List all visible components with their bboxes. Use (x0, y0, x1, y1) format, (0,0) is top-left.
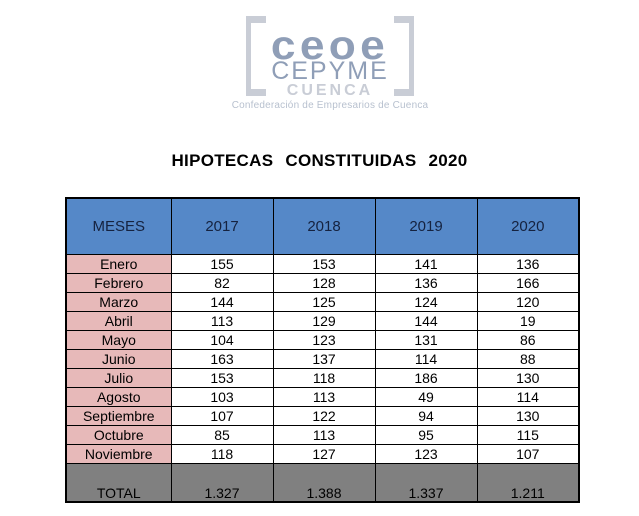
column-header-meses: MESES (65, 197, 172, 255)
value-cell: 122 (272, 406, 376, 426)
value-cell: 113 (170, 311, 274, 331)
month-cell: Septiembre (65, 406, 172, 426)
total-2020: 1.211 (476, 463, 580, 503)
total-label: TOTAL (65, 463, 172, 503)
value-cell: 49 (374, 387, 478, 407)
total-2017: 1.327 (170, 463, 274, 503)
total-2019: 1.337 (374, 463, 478, 503)
value-cell: 120 (476, 292, 580, 312)
table-row: Julio 153 118 186 130 (65, 368, 580, 388)
value-cell: 129 (272, 311, 376, 331)
logo-right-bracket-icon (394, 16, 414, 96)
table-row: Marzo 144 125 124 120 (65, 292, 580, 312)
logo-ceoe-text: ceoe (270, 22, 390, 68)
value-cell: 131 (374, 330, 478, 350)
header-row: MESES 2017 2018 2019 2020 (65, 197, 580, 255)
page-title: HIPOTECAS CONSTITUIDAS 2020 (171, 151, 468, 170)
value-cell: 153 (170, 368, 274, 388)
table-row: Noviembre 118 127 123 107 (65, 444, 580, 464)
value-cell: 136 (476, 254, 580, 274)
table-header: MESES 2017 2018 2019 2020 (65, 197, 580, 255)
column-header-2019: 2019 (374, 197, 478, 255)
value-cell: 141 (374, 254, 478, 274)
logo-tagline-text: Confederación de Empresarios de Cuenca (231, 100, 429, 111)
value-cell: 103 (170, 387, 274, 407)
value-cell: 130 (476, 368, 580, 388)
table-row: Octubre 85 113 95 115 (65, 425, 580, 445)
value-cell: 128 (272, 273, 376, 293)
value-cell: 137 (272, 349, 376, 369)
value-cell: 166 (476, 273, 580, 293)
value-cell: 95 (374, 425, 478, 445)
value-cell: 107 (170, 406, 274, 426)
column-header-2020: 2020 (476, 197, 580, 255)
month-cell: Noviembre (65, 444, 172, 464)
total-row: TOTAL 1.327 1.388 1.337 1.211 (65, 463, 580, 503)
value-cell: 186 (374, 368, 478, 388)
table-row: Enero 155 153 141 136 (65, 254, 580, 274)
value-cell: 118 (272, 368, 376, 388)
value-cell: 86 (476, 330, 580, 350)
hipotecas-table: MESES 2017 2018 2019 2020 Enero 155 153 141… (65, 197, 580, 503)
value-cell: 114 (476, 387, 580, 407)
value-cell: 127 (272, 444, 376, 464)
month-cell: Agosto (65, 387, 172, 407)
logo-cuenca-text: CUENCA (286, 82, 374, 99)
value-cell: 114 (374, 349, 478, 369)
month-cell: Junio (65, 349, 172, 369)
month-cell: Mayo (65, 330, 172, 350)
value-cell: 124 (374, 292, 478, 312)
month-cell: Marzo (65, 292, 172, 312)
value-cell: 88 (476, 349, 580, 369)
value-cell: 19 (476, 311, 580, 331)
ceoe-cepyme-cuenca-logo: ceoe CEPYME CUENCA Confederación de Empr… (232, 13, 428, 113)
value-cell: 123 (272, 330, 376, 350)
table-row: Febrero 82 128 136 166 (65, 273, 580, 293)
value-cell: 82 (170, 273, 274, 293)
value-cell: 163 (170, 349, 274, 369)
table-row: Agosto 103 113 49 114 (65, 387, 580, 407)
month-cell: Julio (65, 368, 172, 388)
month-cell: Octubre (65, 425, 172, 445)
table-row: Septiembre 107 122 94 130 (65, 406, 580, 426)
value-cell: 115 (476, 425, 580, 445)
value-cell: 113 (272, 425, 376, 445)
value-cell: 136 (374, 273, 478, 293)
value-cell: 107 (476, 444, 580, 464)
value-cell: 125 (272, 292, 376, 312)
column-header-2018: 2018 (272, 197, 376, 255)
table-body: Enero 155 153 141 136 Febrero 82 128 136 166 Marzo… (65, 254, 580, 464)
value-cell: 153 (272, 254, 376, 274)
value-cell: 144 (374, 311, 478, 331)
value-cell: 104 (170, 330, 274, 350)
logo-left-bracket-icon (246, 16, 266, 96)
month-cell: Enero (65, 254, 172, 274)
value-cell: 85 (170, 425, 274, 445)
logo-cepyme-text: CEPYME (271, 57, 389, 85)
table-row: Abril 113 129 144 19 (65, 311, 580, 331)
value-cell: 123 (374, 444, 478, 464)
table-row: Mayo 104 123 131 86 (65, 330, 580, 350)
value-cell: 155 (170, 254, 274, 274)
value-cell: 118 (170, 444, 274, 464)
value-cell: 113 (272, 387, 376, 407)
month-cell: Febrero (65, 273, 172, 293)
table-footer: TOTAL 1.327 1.388 1.337 1.211 (65, 463, 580, 503)
value-cell: 94 (374, 406, 478, 426)
total-2018: 1.388 (272, 463, 376, 503)
value-cell: 144 (170, 292, 274, 312)
table-row: Junio 163 137 114 88 (65, 349, 580, 369)
column-header-2017: 2017 (170, 197, 274, 255)
month-cell: Abril (65, 311, 172, 331)
value-cell: 130 (476, 406, 580, 426)
